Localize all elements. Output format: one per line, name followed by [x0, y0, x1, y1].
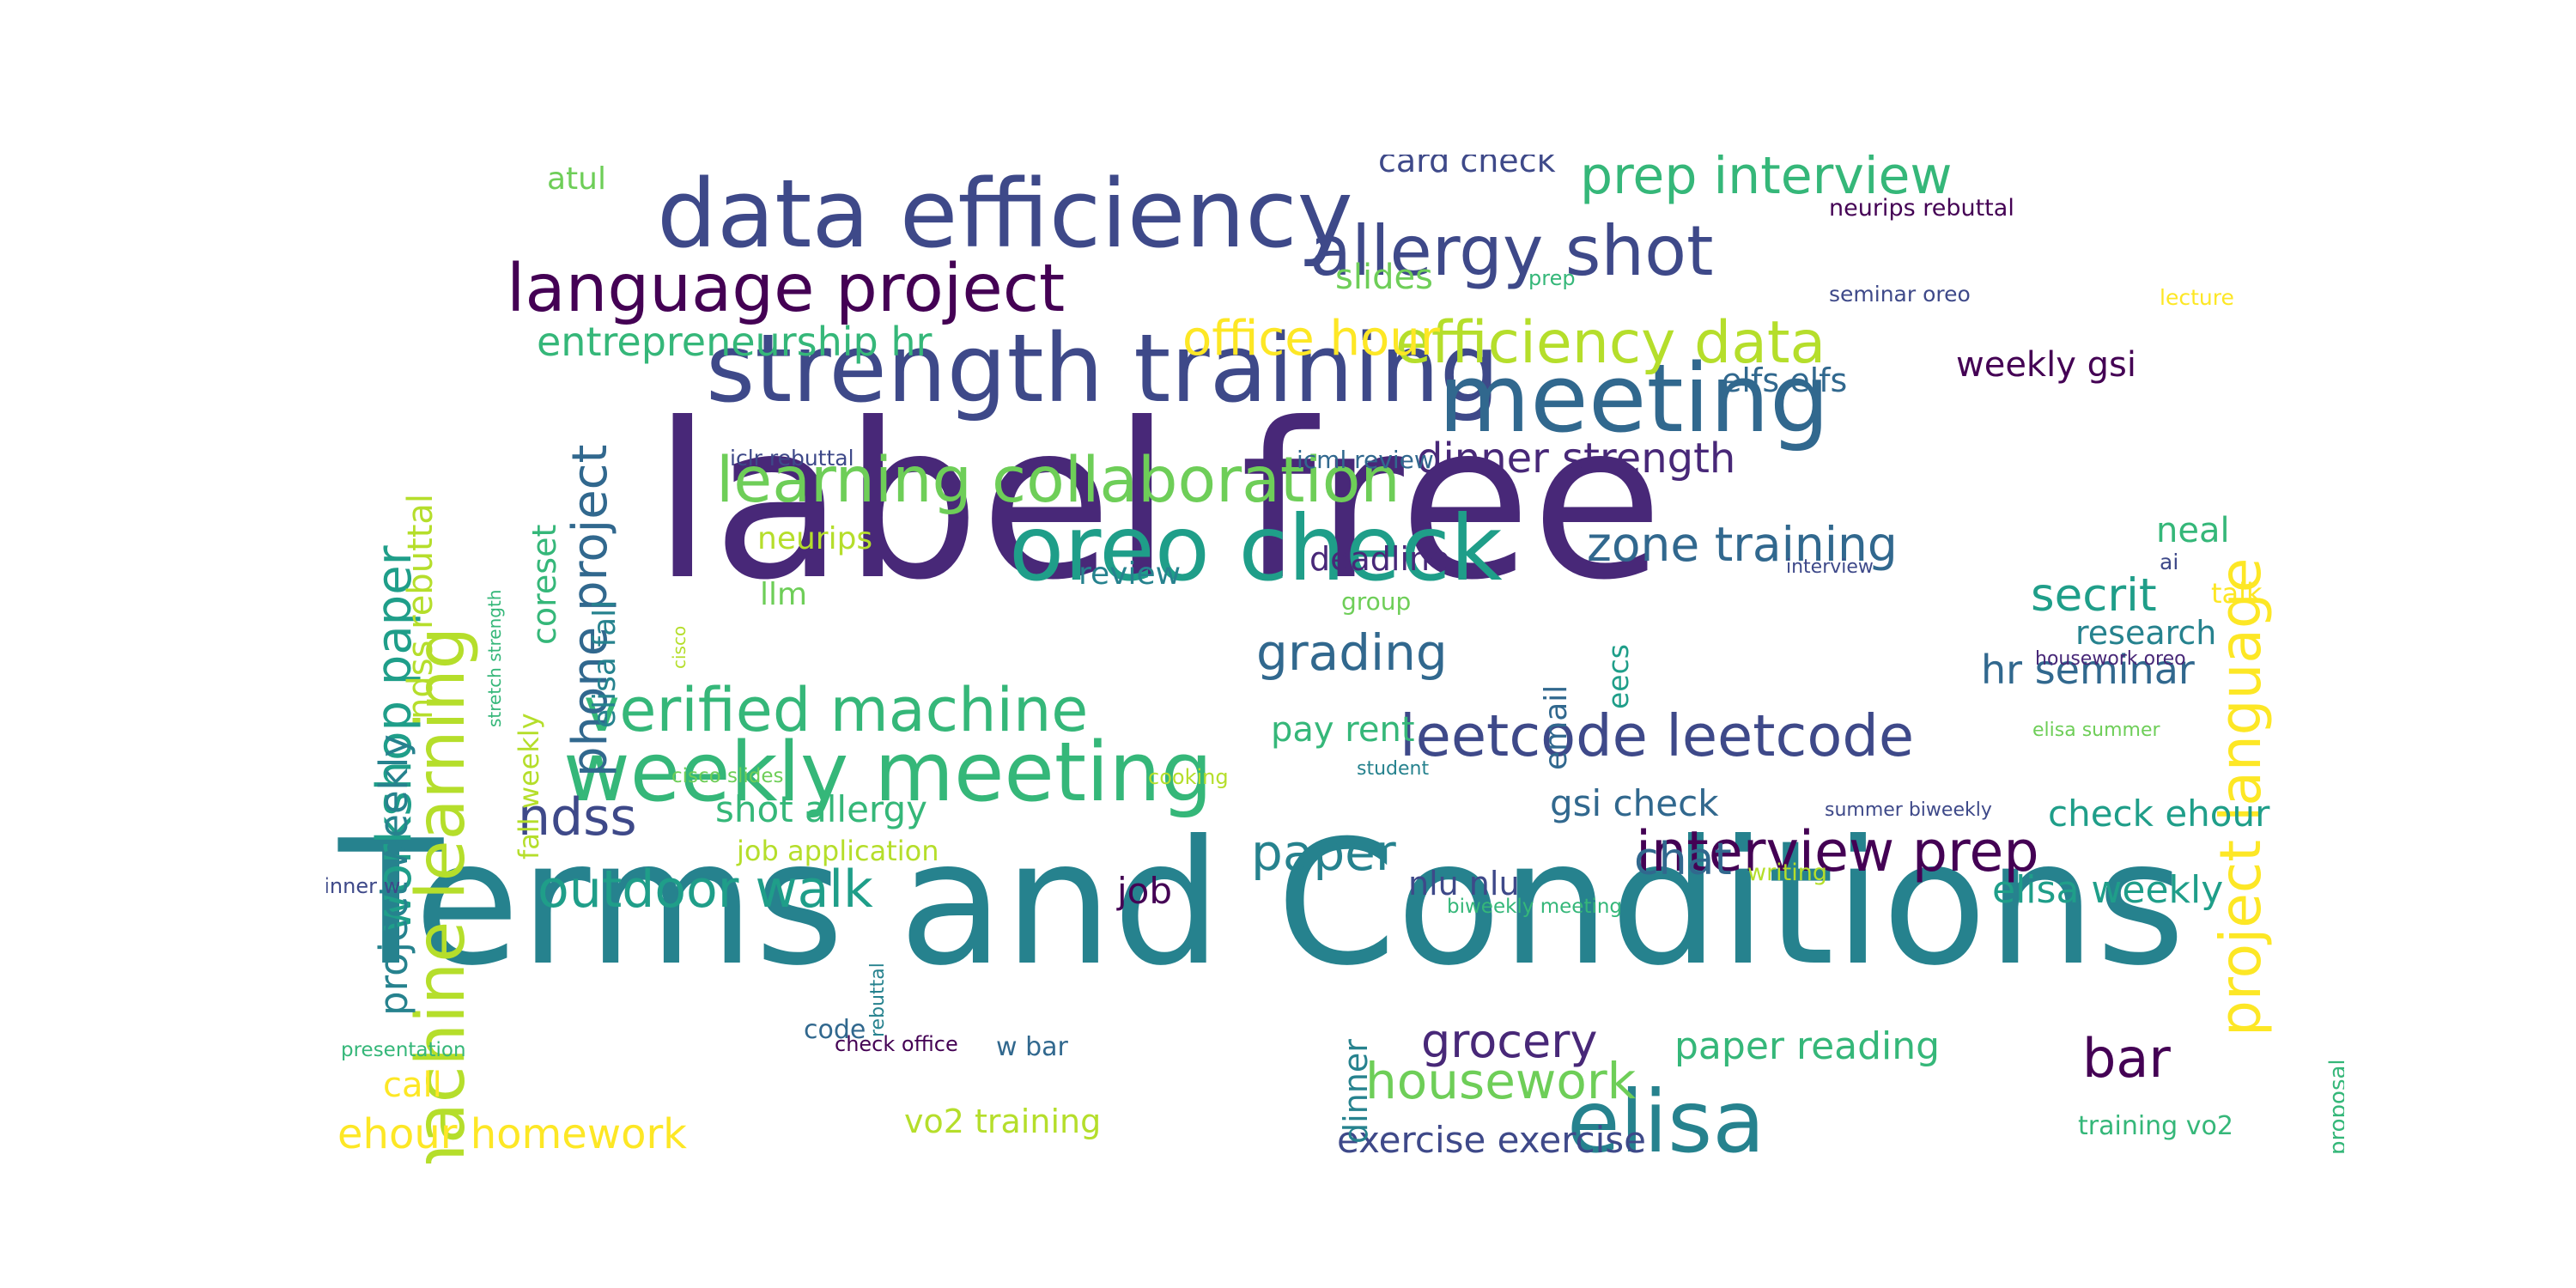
- cloud-word: stretch strength: [484, 589, 505, 727]
- cloud-word: ndss: [518, 787, 637, 848]
- cloud-word: oreo check: [1009, 496, 1503, 601]
- cloud-word: lecture: [2160, 285, 2234, 310]
- cloud-word: rebuttal: [867, 963, 889, 1037]
- cloud-word: grading: [1256, 623, 1448, 682]
- cloud-word: summer biweekly: [1825, 799, 1992, 821]
- cloud-word: w bar: [996, 1032, 1068, 1062]
- cloud-word: review: [1078, 556, 1182, 592]
- cloud-word: exercise exercise: [1337, 1119, 1647, 1161]
- cloud-word: housework: [1365, 1052, 1637, 1110]
- cloud-word: call: [383, 1066, 442, 1105]
- cloud-word: weekly gsi: [1956, 345, 2136, 385]
- cloud-word: atul: [547, 161, 606, 197]
- cloud-word: office hour: [1182, 311, 1440, 367]
- cloud-word: nlu nlu: [1408, 865, 1520, 902]
- cloud-word: ai: [2160, 550, 2179, 574]
- cloud-word: biweekly meeting: [1447, 896, 1623, 918]
- cloud-word: dinner w: [326, 874, 401, 898]
- cloud-word: student: [1357, 758, 1430, 780]
- cloud-word: label free: [653, 377, 1664, 627]
- cloud-word: deadline: [1309, 540, 1450, 578]
- cloud-word: dinner: [1337, 1039, 1375, 1144]
- cloud-word: meeting: [1438, 343, 1830, 453]
- cloud-word: email: [1539, 684, 1574, 770]
- cloud-word: llm: [760, 577, 808, 612]
- word-cloud: label free Terms and Conditions strength t…: [326, 155, 2344, 1163]
- cloud-word: prep: [1528, 266, 1576, 290]
- cloud-word: writing: [1747, 860, 1828, 886]
- cloud-word: vo2 training: [904, 1103, 1102, 1140]
- cloud-word: leetcode leetcode: [1400, 702, 1915, 769]
- cloud-word: neurips: [757, 521, 873, 556]
- cloud-word: paper reading: [1674, 1024, 1941, 1068]
- cloud-word: housework oreo: [2035, 648, 2186, 670]
- cloud-word: hr seminar: [1981, 647, 2195, 693]
- cloud-word: card check: [1378, 155, 1556, 179]
- cloud-word: verified machine: [584, 675, 1089, 745]
- cloud-word: fall weekly: [513, 713, 545, 860]
- cloud-word: ndss rebuttal: [401, 493, 440, 720]
- cloud-word: elisa summer: [2032, 720, 2160, 741]
- cloud-word: language project: [507, 251, 1066, 327]
- cloud-word: check ehour: [2048, 793, 2270, 835]
- cloud-word: research: [2075, 614, 2217, 652]
- cloud-word: cooking: [1148, 765, 1229, 789]
- cloud-word: iclr rebuttal: [730, 446, 854, 471]
- cloud-word: allergy shot: [1309, 211, 1714, 291]
- cloud-word: elfs elfs: [1722, 361, 1848, 399]
- cloud-word: talk: [2211, 577, 2263, 610]
- cloud-word: secrit: [2031, 569, 2157, 622]
- cloud-word: neurips rebuttal: [1829, 195, 2014, 222]
- cloud-word: chat: [1634, 834, 1732, 885]
- cloud-word: elisa weekly: [1992, 868, 2224, 912]
- cloud-word: learning collaboration: [716, 444, 1400, 517]
- cloud-word: proposal: [2325, 1059, 2344, 1155]
- cloud-word: coreset: [526, 524, 563, 645]
- cloud-word: training vo2: [2078, 1111, 2233, 1141]
- cloud-word: outdoor walk: [538, 860, 873, 920]
- cloud-word: grocery: [1421, 1014, 1598, 1068]
- cloud-word: ehour homework: [337, 1110, 687, 1158]
- cloud-word: interview: [1786, 556, 1874, 578]
- cloud-word: elisa fall: [587, 599, 623, 728]
- cloud-word: interview prep: [1636, 820, 2039, 884]
- cloud-word: data efficiency: [657, 159, 1353, 269]
- cloud-word: group: [1341, 587, 1412, 616]
- cloud-word: seminar oreo: [1829, 282, 1971, 307]
- cloud-word: zone training: [1587, 517, 1898, 572]
- cloud-word: efficiency data: [1395, 309, 1826, 377]
- cloud-word: bar: [2082, 1027, 2171, 1090]
- cloud-word: presentation: [341, 1039, 466, 1061]
- cloud-word: paper: [1251, 823, 1396, 882]
- cloud-word: prep interview: [1580, 155, 1953, 206]
- cloud-word: pay rent: [1271, 710, 1415, 750]
- cloud-word: eecs: [1601, 644, 1635, 709]
- cloud-word: weekly meeting: [563, 726, 1213, 820]
- cloud-word: shot allergy: [715, 788, 927, 830]
- cloud-word: code: [804, 1015, 866, 1045]
- cloud-word: elisa: [1567, 1072, 1765, 1164]
- cloud-word: slides: [1335, 258, 1433, 297]
- cloud-word: job: [1117, 870, 1173, 912]
- cloud-word: job application: [737, 835, 939, 867]
- cloud-word: gsi check: [1550, 782, 1719, 824]
- cloud-word: dinner strength: [1417, 434, 1736, 483]
- cloud-word: icml review: [1297, 446, 1434, 474]
- cloud-word: cisco: [669, 625, 690, 669]
- cloud-word: check office: [835, 1032, 958, 1056]
- cloud-word: neal: [2156, 511, 2230, 550]
- cloud-word: strength training: [706, 313, 1500, 423]
- cloud-word: entrepreneurship hr: [537, 319, 933, 365]
- cloud-word: Terms and Conditions: [338, 804, 2185, 1004]
- cloud-word: cisco slides: [671, 765, 784, 787]
